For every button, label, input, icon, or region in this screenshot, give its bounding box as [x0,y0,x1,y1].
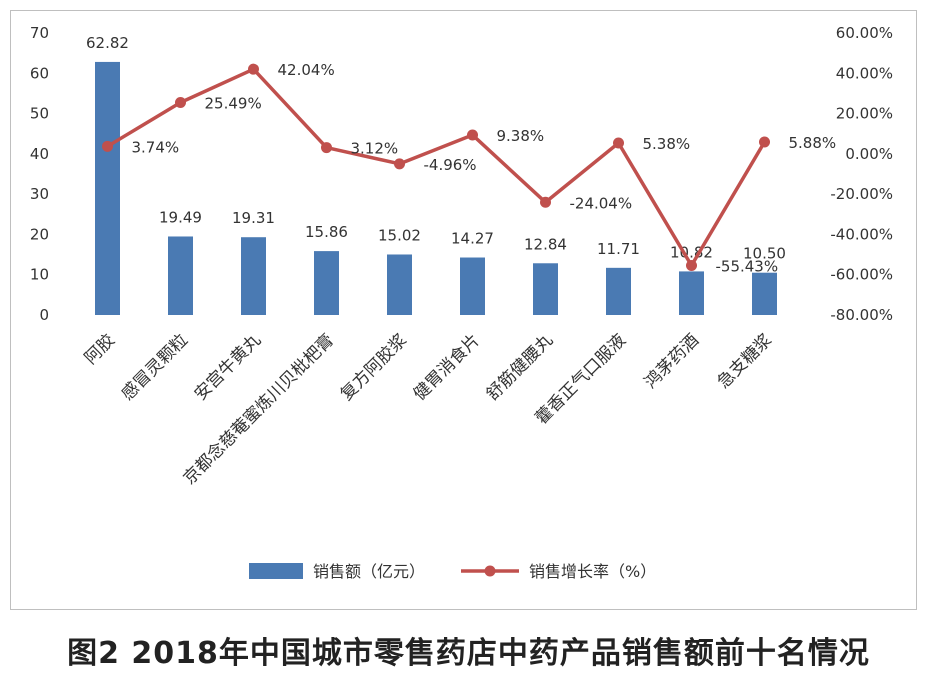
line-data-label: -4.96% [424,156,477,174]
line-point [467,129,478,141]
left-tick-label: 10 [30,266,49,284]
line-point [175,97,186,109]
line-point [613,137,624,149]
left-tick-label: 60 [30,64,49,82]
line-data-label: 42.04% [278,61,335,79]
bar [314,251,339,315]
bar-data-label: 10.82 [670,243,713,261]
right-tick-label: 20.00% [836,105,893,123]
bar [241,237,266,315]
left-tick-label: 0 [39,306,49,324]
bar [533,263,558,315]
figure-caption: 图2 2018年中国城市零售药店中药产品销售额前十名情况 [67,636,870,671]
legend-bar-swatch [249,563,303,579]
bar-data-label: 15.02 [378,226,421,244]
right-tick-label: -20.00% [830,185,893,203]
category-label: 安宫牛黄丸 [191,330,265,404]
category-axis: 阿胶感冒灵颗粒安宫牛黄丸京都念慈菴蜜炼川贝枇杷膏复方阿胶浆健胃消食片舒筋健腰丸藿… [81,330,776,489]
bar [95,61,120,316]
category-label: 急支糖浆 [714,330,776,392]
line-point [248,63,259,75]
bar [387,254,412,315]
bar [679,271,704,315]
left-tick-label: 40 [30,145,49,163]
category-label: 健胃消食片 [410,330,484,404]
line-point [540,196,551,208]
line-data-label: 5.88% [789,134,837,152]
bar-data-label: 10.50 [743,245,786,263]
bar [460,257,485,315]
left-tick-label: 70 [30,24,49,42]
chart-frame: 0 10 20 30 40 50 60 70 -80.00% -60.00% -40.00% -20… [10,10,917,610]
category-label: 舒筋健腰丸 [483,330,557,404]
line-data-label: -55.43% [716,258,779,276]
legend-line-label: 销售增长率（%） [529,562,656,581]
growth-line [106,67,767,268]
legend: 销售额（亿元） 销售增长率（%） [249,562,656,581]
bar [752,272,777,315]
left-tick-label: 30 [30,185,49,203]
bar-data-label: 19.31 [232,209,275,227]
right-tick-label: 40.00% [836,64,893,82]
bar-data-label: 14.27 [451,230,494,248]
bar-data-label: 11.71 [597,240,640,258]
category-label: 阿胶 [81,330,119,368]
bar-data-label: 62.82 [86,34,129,52]
bar-data-label: 12.84 [524,235,567,253]
line-data-label: 3.12% [351,140,399,158]
left-tick-label: 20 [30,225,49,243]
line-point [102,140,113,152]
line-point [394,158,405,170]
line-data-label: -24.04% [570,194,633,212]
bar [606,267,631,315]
line-point [321,142,332,154]
line-data-label: 25.49% [205,95,262,113]
legend-bar-label: 销售额（亿元） [313,562,425,581]
line-data-label: 5.38% [643,135,691,153]
left-tick-label: 50 [30,105,49,123]
line-point [759,136,770,148]
right-tick-label: -60.00% [830,266,893,284]
right-tick-label: 60.00% [836,24,893,42]
bar-series: 62.82 19.49 19.31 15.86 15.02 14.27 12.84 11.71… [86,34,786,316]
legend-line-marker [484,565,496,577]
line-point [686,260,697,272]
combo-chart: 0 10 20 30 40 50 60 70 -80.00% -60.00% -40.00% -20… [30,24,893,581]
right-tick-label: -80.00% [830,306,893,324]
left-y-axis: 0 10 20 30 40 50 60 70 [30,24,49,324]
right-tick-label: 0.00% [845,145,893,163]
line-data-label: 3.74% [132,138,180,156]
bar [168,236,193,315]
category-label: 京都念慈菴蜜炼川贝枇杷膏 [179,330,338,489]
line-series: 3.74% 25.49% 42.04% 3.12% -4.96% 9.38% -24.04%… [102,61,837,276]
bar-data-label: 19.49 [159,208,202,226]
right-y-axis: -80.00% -60.00% -40.00% -20.00% 0.00% 20.00% 4… [830,24,893,324]
category-label: 复方阿胶浆 [337,330,411,404]
category-label: 感冒灵颗粒 [118,330,192,404]
category-label: 鸿茅药酒 [641,330,703,392]
bar-data-label: 15.86 [305,223,348,241]
line-data-label: 9.38% [497,127,545,145]
right-tick-label: -40.00% [830,225,893,243]
